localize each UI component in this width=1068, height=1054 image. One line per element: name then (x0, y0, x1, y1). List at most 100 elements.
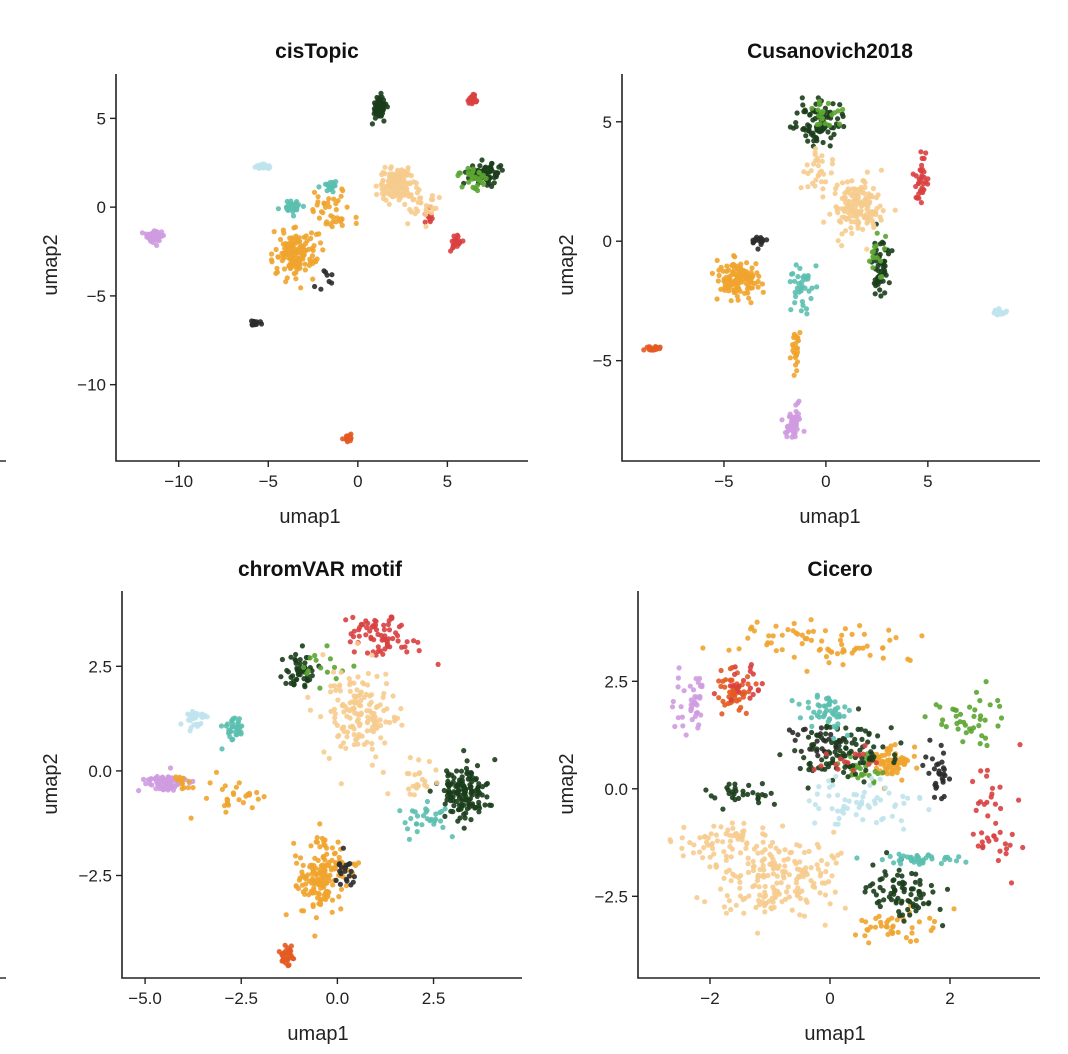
scatter-point (412, 772, 418, 778)
scatter-point (837, 102, 843, 108)
scatter-point (814, 841, 821, 847)
scatter-point (811, 766, 817, 773)
scatter-point (372, 617, 378, 624)
scatter-point (374, 106, 380, 112)
scatter-point (942, 856, 948, 863)
scatter-point (793, 262, 799, 268)
scatter-point (449, 834, 455, 840)
axis-ticks: −5.0 −2.5 0.0 2.5 2.5 0.0 −2.5 (78, 657, 445, 1008)
scatter-point (820, 194, 826, 200)
scatter-point (442, 801, 448, 807)
scatter-point (434, 780, 440, 786)
scatter-point (815, 107, 821, 113)
scatter-point (807, 746, 813, 752)
scatter-point (967, 704, 973, 710)
scatter-point (844, 179, 851, 185)
scatter-point (136, 788, 142, 794)
scatter-point (404, 826, 411, 832)
scatter-point (349, 723, 356, 729)
scatter-point (794, 110, 800, 116)
scatter-point (280, 241, 286, 247)
scatter-point (919, 633, 925, 639)
scatter-point (862, 743, 868, 749)
scatter-point (279, 952, 286, 958)
scatter-point (303, 233, 309, 239)
scatter-point (330, 179, 336, 185)
scatter-point (880, 645, 886, 651)
scatter-point (793, 120, 799, 126)
scatter-point (145, 232, 151, 238)
scatter-point (794, 426, 800, 432)
scatter-point (466, 171, 472, 177)
scatter-point (178, 721, 184, 727)
scatter-point (399, 167, 405, 173)
scatter-point (374, 191, 380, 198)
scatter-point (481, 181, 487, 187)
scatter-point (474, 182, 480, 189)
scatter-point (883, 272, 889, 278)
scatter-point (308, 843, 314, 849)
scatter-point (792, 737, 798, 743)
scatter-point (358, 711, 364, 718)
scatter-point (883, 233, 889, 239)
scatter-point (870, 254, 876, 260)
scatter-point (821, 703, 827, 709)
scatter-point (752, 882, 758, 888)
scatter-point (788, 849, 795, 856)
scatter-point (223, 809, 229, 815)
scatter-point (979, 733, 985, 739)
scatter-point (932, 782, 938, 788)
scatter-point (313, 839, 319, 845)
scatter-point (748, 662, 755, 668)
scatter-point (399, 722, 405, 728)
scatter-point (365, 682, 371, 688)
scatter-point (930, 889, 936, 895)
scatter-point (361, 741, 367, 748)
scatter-point (301, 908, 307, 914)
scatter-point (336, 854, 342, 860)
scatter-point (805, 184, 811, 190)
scatter-point (898, 861, 904, 867)
scatter-point (707, 854, 713, 860)
scatter-point (911, 753, 917, 759)
scatter-point (313, 657, 319, 663)
scatter-point (954, 720, 960, 727)
scatter-point (860, 645, 866, 651)
scatter-point (471, 98, 477, 104)
scatter-point (808, 295, 814, 302)
scatter-point (839, 206, 845, 212)
scatter-point (449, 238, 455, 244)
scatter-point (814, 284, 820, 290)
scatter-point (805, 705, 812, 711)
scatter-point (332, 715, 338, 721)
scatter-point (824, 114, 830, 120)
scatter-point (275, 206, 281, 212)
scatter-point (828, 708, 834, 714)
scatter-point (308, 889, 314, 895)
scatter-point (985, 813, 991, 819)
scatter-point (641, 347, 647, 353)
scatter-point (826, 736, 832, 742)
scatter-point (405, 221, 411, 227)
scatter-point (884, 924, 890, 930)
scatter-point (792, 300, 798, 306)
scatter-point (419, 822, 425, 828)
y-tick-label: −2.5 (78, 866, 112, 885)
scatter-point (818, 763, 824, 769)
scatter-point (792, 289, 798, 295)
scatter-point (824, 861, 830, 867)
scatter-point (353, 737, 359, 743)
scatter-point (347, 715, 353, 721)
scatter-point (915, 856, 921, 863)
scatter-point (292, 204, 298, 211)
scatter-point (931, 794, 938, 800)
scatter-point (283, 279, 289, 285)
scatter-point (442, 813, 448, 820)
scatter-point (839, 111, 845, 117)
scatter-point (759, 681, 765, 687)
scatter-point (348, 882, 354, 888)
scatter-point (817, 890, 823, 896)
scatter-point (895, 929, 901, 935)
scatter-point (295, 885, 301, 892)
scatter-point (300, 203, 306, 209)
